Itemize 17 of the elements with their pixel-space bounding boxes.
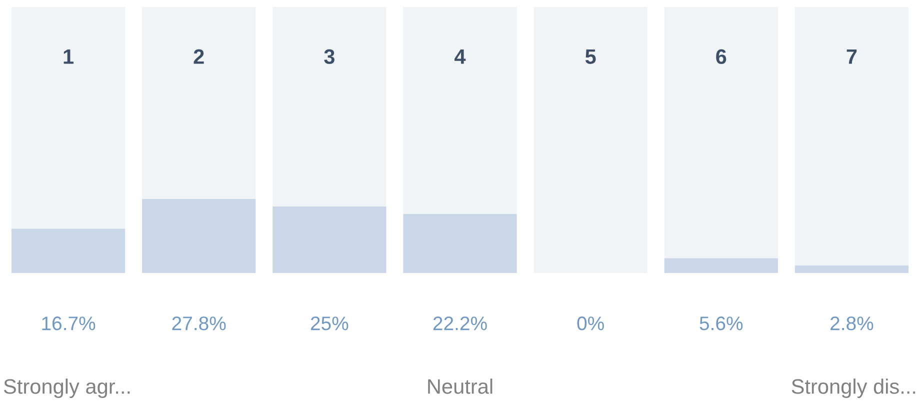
text: Strongly dis...	[792, 378, 916, 398]
x-tick-label: 7	[846, 49, 857, 64]
data-label: 22.2%	[433, 316, 487, 330]
x-tick-label: 4	[454, 49, 466, 64]
data-label: 25%	[310, 316, 348, 330]
x-tick-label: 3	[324, 49, 334, 64]
x-tick-label: 6	[716, 49, 726, 64]
text: Strongly agr...	[4, 378, 130, 398]
x-tick-label: 5	[585, 49, 596, 64]
data-label: 2.8%	[830, 316, 874, 330]
data-label: 16.7%	[42, 316, 96, 330]
x-tick-label: 1	[64, 49, 74, 64]
text: Neutral	[428, 378, 492, 394]
data-label: 27.8%	[172, 316, 226, 330]
data-label: 0%	[577, 316, 604, 330]
x-tick-label: 2	[194, 49, 204, 64]
data-label: 5.6%	[700, 316, 743, 330]
